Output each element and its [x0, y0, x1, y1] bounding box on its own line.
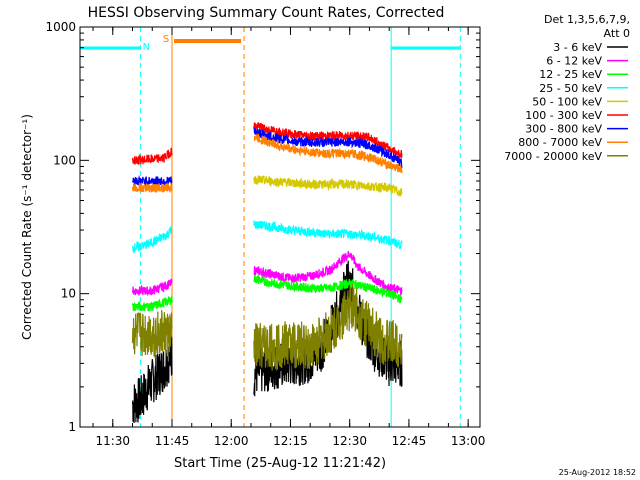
legend-entry-label-2: 12 - 25 keV — [539, 68, 602, 81]
series-line-7-seg-0 — [131, 182, 173, 193]
legend-header-line-2: Att 0 — [604, 27, 630, 40]
series-line-3-seg-0 — [132, 225, 173, 255]
legend-entry-label-3: 25 - 50 keV — [539, 82, 602, 95]
series-line-8-seg-1 — [253, 283, 403, 371]
x-axis-label: Start Time (25-Aug-12 11:21:42) — [174, 456, 386, 471]
y-tick-label-1: 10 — [61, 287, 76, 301]
series-line-0-seg-0 — [131, 336, 173, 424]
x-tick-label-6: 13:00 — [451, 434, 486, 448]
series-7000-20000kev — [131, 283, 403, 371]
y-tick-label-3: 1000 — [45, 20, 76, 34]
series-50-100kev — [253, 175, 403, 197]
series-line-8-seg-0 — [131, 310, 173, 358]
series-line-6-seg-0 — [131, 174, 173, 186]
legend-entry-label-0: 3 - 6 keV — [553, 41, 602, 54]
legend-entry-label-8: 7000 - 20000 keV — [504, 150, 602, 163]
series-line-6-seg-1 — [253, 127, 403, 168]
chart-title: HESSI Observing Summary Count Rates, Cor… — [88, 5, 445, 21]
annotation-label-n: N — [143, 42, 150, 53]
footer-timestamp: 25-Aug-2012 18:52 — [559, 468, 636, 477]
series-line-4-seg-1 — [253, 175, 403, 197]
x-tick-label-0: 11:30 — [95, 434, 130, 448]
y-axis-label: Corrected Count Rate (s⁻¹ detector⁻¹) — [20, 114, 34, 340]
series-line-1-seg-1 — [253, 250, 403, 296]
y-tick-label-2: 100 — [53, 153, 76, 167]
legend-entry-label-1: 6 - 12 keV — [546, 55, 602, 68]
series-line-3-seg-1 — [253, 220, 403, 250]
y-axis: 1 10 100 1000 — [45, 20, 480, 434]
x-tick-label-1: 11:45 — [155, 434, 190, 448]
series-300-800kev — [131, 127, 403, 186]
plot-area: SN — [79, 27, 461, 427]
x-axis: 11:30 11:45 12:00 12:15 12:30 12:45 13:00 — [92, 27, 486, 448]
series-6-12kev — [131, 250, 403, 296]
y-tick-label-0: 1 — [68, 420, 76, 434]
series-25-50kev — [132, 220, 403, 255]
series-line-5-seg-0 — [131, 147, 173, 166]
annotation-label-s: S — [163, 34, 169, 45]
x-tick-label-3: 12:15 — [273, 434, 308, 448]
x-tick-label-5: 12:45 — [392, 434, 427, 448]
series-12-25kev — [131, 274, 403, 312]
legend-header-line-1: Det 1,3,5,6,7,9, — [544, 13, 630, 26]
plot-frame — [79, 26, 481, 428]
series-line-2-seg-1 — [253, 274, 403, 304]
x-tick-label-4: 12:30 — [332, 434, 367, 448]
legend-entry-label-6: 300 - 800 keV — [525, 123, 602, 136]
series-800-7000kev — [131, 133, 403, 193]
series-line-1-seg-0 — [131, 278, 173, 296]
legend-entry-label-4: 50 - 100 keV — [532, 95, 602, 108]
series-line-2-seg-0 — [131, 295, 173, 312]
x-tick-label-2: 12:00 — [214, 434, 249, 448]
series-line-7-seg-1 — [253, 133, 403, 174]
legend-entry-label-7: 800 - 7000 keV — [518, 136, 602, 149]
legend-entry-label-5: 100 - 300 keV — [525, 109, 602, 122]
